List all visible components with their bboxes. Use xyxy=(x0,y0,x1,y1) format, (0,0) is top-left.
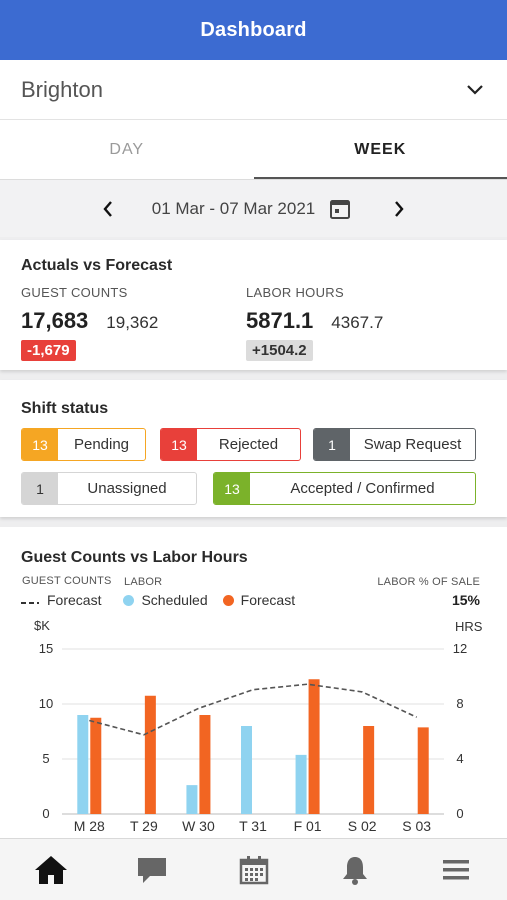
metric-actual: 5871.1 xyxy=(246,308,314,333)
metric-forecast: 4367.7 xyxy=(331,313,384,332)
calendar-picker-icon[interactable] xyxy=(329,198,351,220)
labor-pct-label: LABOR % OF SALE xyxy=(377,576,480,588)
labor-pct-value: 15% xyxy=(451,592,480,608)
chip-count: 1 xyxy=(22,473,58,504)
forecast-bar xyxy=(199,715,211,814)
previous-week-button[interactable] xyxy=(92,193,124,225)
card-title: Shift status xyxy=(21,400,109,417)
chart-legend: Forecast Scheduled Forecast xyxy=(21,592,295,608)
location-selector[interactable]: Brighton xyxy=(0,60,507,120)
tab-week[interactable]: WEEK xyxy=(253,120,507,179)
metric-label: GUEST COUNTS xyxy=(21,285,128,300)
chip-label: Swap Request xyxy=(363,436,462,453)
forecast-bar xyxy=(417,727,429,814)
guest-labor-chart: $K HRS 15 12 10 8 5 4 0 0 M 28 T 29 W 30 T 31 F 01 S 02… xyxy=(34,618,483,834)
scheduled-dot xyxy=(123,594,135,606)
actuals-vs-forecast-card[interactable]: Actuals vs Forecast GUEST COUNTS 17,683 … xyxy=(0,240,507,370)
x-tick-label: W 30 xyxy=(182,818,215,834)
x-tick-label: S 03 xyxy=(402,818,431,834)
left-tick-label: 0 xyxy=(42,806,49,821)
scheduled-bar xyxy=(186,785,198,814)
legend-labor-forecast: Forecast xyxy=(240,592,296,608)
chip-count: 13 xyxy=(22,429,58,460)
scheduled-bar xyxy=(77,715,89,814)
chip-count: 1 xyxy=(314,429,350,460)
x-tick-label: M 28 xyxy=(74,818,105,834)
metric-diff-badge: +1504.2 xyxy=(246,340,313,361)
shift-chip-rejected[interactable]: 13 Rejected xyxy=(160,428,301,461)
chip-label: Unassigned xyxy=(87,480,167,497)
legend-scheduled: Scheduled xyxy=(141,592,208,608)
nav-notifications[interactable] xyxy=(304,839,405,900)
metric-label: LABOR HOURS xyxy=(246,285,344,300)
card-title: Actuals vs Forecast xyxy=(21,257,173,274)
right-tick-label: 12 xyxy=(453,641,467,656)
nav-menu[interactable] xyxy=(406,839,507,900)
forecast-bar xyxy=(308,679,320,814)
left-tick-label: 10 xyxy=(39,696,53,711)
left-tick-label: 15 xyxy=(39,641,53,656)
card-title: Guest Counts vs Labor Hours xyxy=(21,549,248,566)
dashed-line-swatch xyxy=(21,592,39,608)
forecast-dot xyxy=(222,594,234,606)
home-icon xyxy=(34,855,67,884)
location-name: Brighton xyxy=(21,76,103,102)
right-axis-unit: HRS xyxy=(455,619,483,634)
shift-status-card: Shift status 13 Pending 13 Rejected 1 Sw… xyxy=(0,380,507,517)
bell-icon xyxy=(342,856,367,885)
forecast-bar xyxy=(144,695,156,814)
guest-counts-metric: GUEST COUNTS 17,683 19,362 -1,679 xyxy=(21,285,158,361)
shift-chip-swap-request[interactable]: 1 Swap Request xyxy=(313,428,476,461)
app-header: Dashboard xyxy=(0,0,507,60)
shift-chip-pending[interactable]: 13 Pending xyxy=(21,428,146,461)
chip-count: 13 xyxy=(161,429,197,460)
right-tick-label: 0 xyxy=(456,806,463,821)
calendar-icon xyxy=(239,855,268,884)
page-title: Dashboard xyxy=(200,18,307,41)
legend-group-guest-counts: GUEST COUNTS xyxy=(22,575,112,587)
chevron-down-icon[interactable] xyxy=(465,80,485,100)
nav-home[interactable] xyxy=(0,839,101,900)
date-range: 01 Mar - 07 Mar 2021 xyxy=(151,198,316,218)
labor-hours-metric: LABOR HOURS 5871.1 4367.7 +1504.2 xyxy=(246,285,383,361)
right-tick-label: 4 xyxy=(456,751,463,766)
legend-group-labor: LABOR xyxy=(124,576,163,588)
forecast-bar xyxy=(363,726,375,814)
chip-label: Rejected xyxy=(218,436,279,453)
guest-forecast-line xyxy=(89,683,418,736)
forecast-bar xyxy=(90,717,102,814)
metric-actual: 17,683 xyxy=(21,308,89,333)
shift-chip-unassigned[interactable]: 1 Unassigned xyxy=(21,472,197,505)
bottom-navigation xyxy=(0,838,507,900)
metric-diff-badge: -1,679 xyxy=(21,340,76,361)
metric-forecast: 19,362 xyxy=(106,313,159,332)
left-tick-label: 5 xyxy=(42,751,49,766)
nav-messages[interactable] xyxy=(101,839,202,900)
chat-icon xyxy=(138,857,167,883)
x-tick-label: F 01 xyxy=(294,818,322,834)
tab-day[interactable]: DAY xyxy=(109,140,145,158)
x-tick-label: T 31 xyxy=(239,818,267,834)
scheduled-bar xyxy=(295,754,307,814)
x-tick-label: S 02 xyxy=(348,818,377,834)
next-week-button[interactable] xyxy=(383,193,415,225)
date-navigator: 01 Mar - 07 Mar 2021 xyxy=(0,179,507,237)
x-tick-label: T 29 xyxy=(130,818,158,834)
scheduled-bar xyxy=(241,726,252,814)
chip-count: 13 xyxy=(214,473,250,504)
left-axis-unit: $K xyxy=(34,618,50,633)
legend-guest-forecast: Forecast xyxy=(47,592,102,608)
chip-label: Accepted / Confirmed xyxy=(290,480,435,497)
nav-calendar[interactable] xyxy=(203,839,304,900)
chevron-right-icon xyxy=(395,200,404,217)
menu-icon xyxy=(443,859,470,879)
view-tabs: DAY WEEK xyxy=(0,120,507,179)
chevron-left-icon xyxy=(103,200,112,217)
right-tick-label: 8 xyxy=(456,696,463,711)
shift-chip-accepted[interactable]: 13 Accepted / Confirmed xyxy=(213,472,476,505)
chip-label: Pending xyxy=(73,436,130,453)
